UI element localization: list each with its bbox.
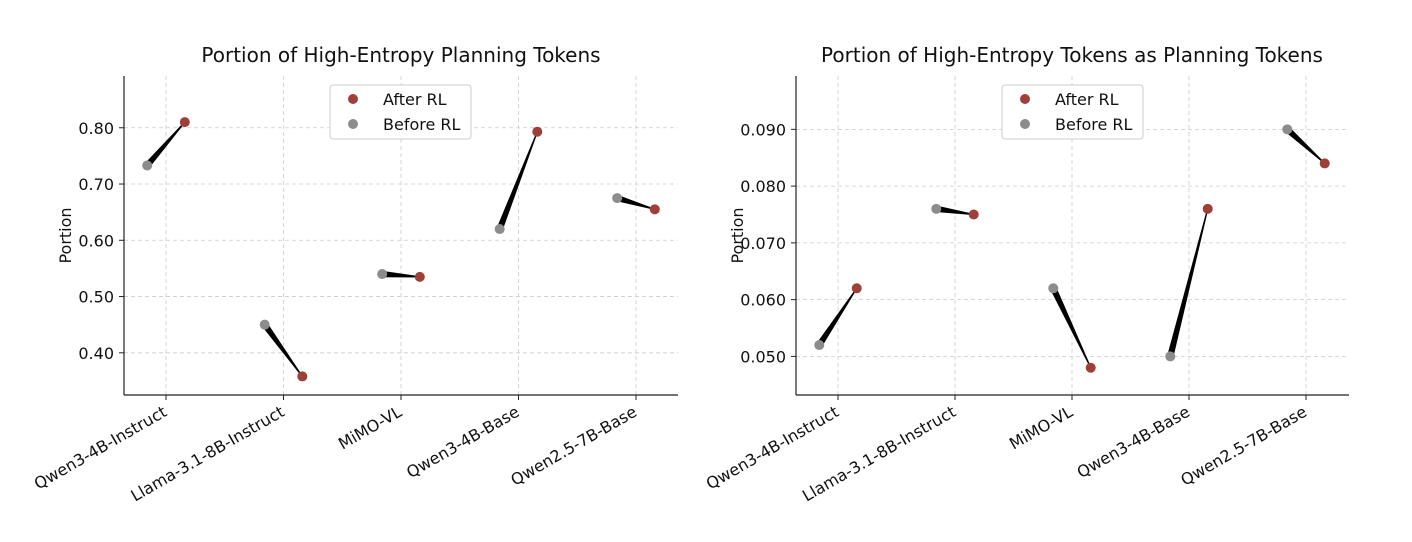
y-tick-label: 0.090 <box>740 120 786 139</box>
y-tick-label: 0.050 <box>740 347 786 366</box>
y-tick-label: 0.80 <box>78 119 114 138</box>
change-connector <box>262 322 303 377</box>
x-tick-label: Qwen2.5-7B-Base <box>1177 402 1310 490</box>
point-before-rl <box>814 340 825 351</box>
chart-panel-1: Portion of High-Entropy Planning Tokens 0… <box>31 43 678 505</box>
change-connector <box>381 270 420 278</box>
y-tick-label: 0.060 <box>740 291 786 310</box>
point-after-rl <box>297 371 308 382</box>
legend: After RL Before RL <box>1001 84 1144 140</box>
x-tick-label: Qwen2.5-7B-Base <box>507 402 640 490</box>
y-tick-label: 0.070 <box>740 234 786 253</box>
y-tick-label: 0.50 <box>78 288 114 307</box>
change-connector <box>816 287 858 347</box>
point-after-rl <box>851 283 862 294</box>
legend-marker-before-rl <box>1020 119 1030 129</box>
legend-label-after-rl: After RL <box>383 90 447 109</box>
change-connector <box>496 131 538 231</box>
legend-marker-before-rl <box>348 119 358 129</box>
legend-marker-after-rl <box>348 94 358 104</box>
point-after-rl <box>649 204 660 215</box>
y-tick-label: 0.60 <box>78 231 114 250</box>
x-tick-label: Qwen3-4B-Base <box>403 402 522 482</box>
x-tick-label: MiMO-VL <box>335 402 405 453</box>
change-connector <box>144 121 186 168</box>
y-tick-label: 0.40 <box>78 344 114 363</box>
change-connector <box>935 205 974 216</box>
legend-box <box>329 84 472 140</box>
legend-marker-after-rl <box>1020 94 1030 104</box>
point-after-rl <box>414 271 425 282</box>
x-tick-label: MiMO-VL <box>1006 402 1076 453</box>
y-tick-label: 0.70 <box>78 175 114 194</box>
point-before-rl <box>1165 351 1176 362</box>
y-tick-label: 0.080 <box>740 177 786 196</box>
chart-title: Portion of High-Entropy Tokens as Planni… <box>821 43 1323 67</box>
point-after-rl <box>532 126 543 137</box>
change-connector <box>1050 286 1092 369</box>
point-after-rl <box>1319 158 1330 169</box>
legend-label-before-rl: Before RL <box>1055 115 1133 134</box>
legend-box <box>1001 84 1144 140</box>
y-axis-label: Portion <box>56 207 75 263</box>
point-before-rl <box>1048 283 1059 294</box>
change-connector <box>616 195 655 210</box>
x-tick-label: Qwen3-4B-Base <box>1074 402 1193 482</box>
point-after-rl <box>1085 362 1096 373</box>
change-connector <box>1167 208 1209 358</box>
point-after-rl <box>179 117 190 128</box>
y-axis-label: Portion <box>728 207 747 263</box>
point-before-rl <box>612 193 623 204</box>
change-connector <box>1285 126 1326 164</box>
point-after-rl <box>1202 203 1213 214</box>
point-before-rl <box>931 203 942 214</box>
point-before-rl <box>259 319 270 330</box>
legend: After RL Before RL <box>329 84 472 140</box>
point-after-rl <box>968 209 979 220</box>
point-before-rl <box>142 160 153 171</box>
point-before-rl <box>494 224 505 235</box>
legend-label-after-rl: After RL <box>1055 90 1119 109</box>
chart-panel-2: Portion of High-Entropy Tokens as Planni… <box>703 43 1349 505</box>
point-before-rl <box>1282 124 1293 135</box>
point-before-rl <box>377 269 388 280</box>
chart-title: Portion of High-Entropy Planning Tokens <box>201 43 600 67</box>
legend-label-before-rl: Before RL <box>383 115 461 134</box>
